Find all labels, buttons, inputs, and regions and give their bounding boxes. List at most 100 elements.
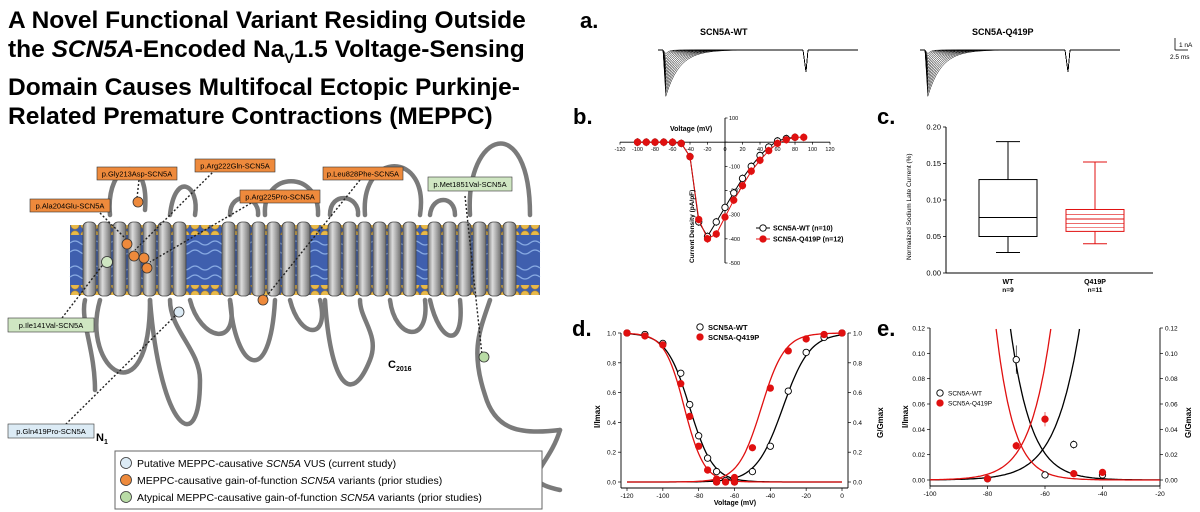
x-tick-label: -100 [923, 491, 936, 498]
x-tick-label: 60 [774, 147, 780, 153]
current-trace [658, 49, 858, 73]
iv-point [756, 156, 764, 164]
svg-text:N1: N1 [96, 432, 108, 446]
iv-point [668, 138, 677, 146]
legend-label: SCN5A-Q419P [708, 333, 759, 342]
data-point [712, 478, 721, 486]
y-tick-label: 0.05 [926, 232, 941, 241]
y2-tick-label: 0.04 [1165, 427, 1178, 434]
x-tick-label: -20 [704, 147, 712, 153]
title-line-3: Domain Causes Multifocal Ectopic Purkinj… [8, 73, 520, 101]
chart-d-series [623, 329, 846, 486]
iv-point [782, 136, 790, 144]
panel-letter-a: a. [580, 8, 599, 33]
y-tick-label: 0.20 [926, 123, 941, 132]
iv-point [703, 235, 712, 243]
iv-point [730, 189, 738, 197]
iv-point [712, 230, 720, 238]
iv-point [642, 138, 650, 146]
iv-point [738, 174, 747, 183]
legend-label: SCN5A-WT [708, 323, 748, 332]
variant-label-r222q: p.Arg222Gln-SCN5A [200, 162, 270, 171]
iv-point [721, 203, 729, 212]
x-tick-label: -40 [1098, 491, 1108, 498]
category-label: WT [1003, 279, 1015, 286]
figure-title: A Novel Functional Variant Residing Outs… [8, 6, 568, 131]
current-trace [920, 49, 1120, 74]
variant-dot-m1851v [478, 351, 490, 363]
y-tick-label: 100 [729, 116, 738, 122]
x-tick-label: 40 [757, 147, 763, 153]
svg-text:C2016: C2016 [388, 359, 412, 373]
current-trace [658, 49, 858, 90]
current-trace [920, 49, 1120, 97]
legend-marker [759, 235, 767, 243]
variant-dot-r225p [141, 262, 153, 274]
current-trace [658, 49, 858, 74]
y2-tick-label: 1.0 [853, 331, 862, 338]
data-point [820, 330, 828, 339]
y2-tick-label: 0.8 [853, 360, 862, 367]
variant-dot-l828f [257, 294, 269, 306]
legend-item-current: Putative MEPPC-causative SCN5A VUS (curr… [137, 458, 396, 470]
data-point [1070, 470, 1078, 478]
y-tick-label: -400 [729, 237, 740, 243]
data-point [686, 400, 694, 409]
data-point [784, 387, 792, 395]
data-point [983, 475, 992, 483]
n-label: n=11 [1088, 287, 1103, 294]
x-tick-label: 120 [825, 147, 834, 153]
trace-label-q419p: SCN5A-Q419P [972, 27, 1034, 37]
y2-tick-label: 0.2 [853, 450, 862, 457]
panel-letter-b: b. [573, 104, 593, 129]
y-tick-label: 0.10 [926, 196, 941, 205]
chart-e-y2label: G/Gmax [1184, 407, 1193, 438]
iv-point [686, 153, 694, 161]
x-tick-label: -100 [656, 493, 669, 500]
y-tick-label: 0.00 [926, 269, 941, 278]
y-tick-label: 0.6 [607, 390, 616, 397]
chart-d-axes: -120 -100 -80 -60 -40 -20 0 0.0 0.0 0.2 0.2 0.4 0.4 0… [607, 331, 862, 501]
data-point [784, 347, 792, 355]
box-iqr [978, 179, 1038, 237]
x-tick-label: -40 [766, 493, 776, 500]
data-point [695, 442, 703, 450]
y-tick-label: 0.8 [607, 360, 616, 367]
legend-marker [936, 399, 944, 407]
variant-dot-g213d [132, 196, 144, 208]
title-gene: SCN5A [51, 36, 135, 63]
x-tick-label: -60 [730, 493, 740, 500]
legend-label: SCN5A-WT (n=10) [773, 226, 833, 233]
x-tick-label: -120 [614, 147, 625, 153]
x-tick-label: -60 [669, 147, 677, 153]
data-point [703, 454, 712, 462]
chart-c-boxes [978, 141, 1125, 254]
variant-label-a204e: p.Ala204Glu-SCN5A [36, 202, 105, 211]
fit-curve [627, 332, 843, 483]
iv-point [695, 215, 703, 224]
data-point [659, 341, 667, 349]
c-terminus-label: C2016 [388, 359, 412, 373]
y2-tick-label: 0.00 [1165, 478, 1178, 485]
fit-curve [627, 334, 843, 483]
y2-tick-label: 0.06 [1165, 402, 1178, 409]
current-trace [920, 49, 1120, 73]
chart-d-xlabel: Voltage (mV) [714, 500, 756, 507]
current-trace [920, 49, 1120, 73]
legend-item-atypical: Atypical MEPPC-causative gain-of-functio… [137, 492, 482, 504]
data-point [802, 348, 810, 357]
iv-point [773, 139, 782, 148]
variant-label-g213d: p.Gly213Asp-SCN5A [102, 170, 172, 179]
title-line-2: the SCN5A-Encoded NaV1.5 Voltage-Sensing [8, 35, 568, 73]
data-point [686, 412, 694, 421]
y2-tick-label: 0.0 [853, 480, 862, 487]
variant-label-m1851v: p.Met1851Val-SCN5A [433, 180, 506, 189]
data-point [802, 335, 810, 343]
current-trace [920, 49, 1120, 86]
x-tick-label: -60 [1040, 491, 1050, 498]
box-wt [978, 141, 1038, 254]
current-trace [920, 49, 1120, 79]
legend-marker [936, 389, 944, 397]
current-trace [658, 49, 858, 97]
